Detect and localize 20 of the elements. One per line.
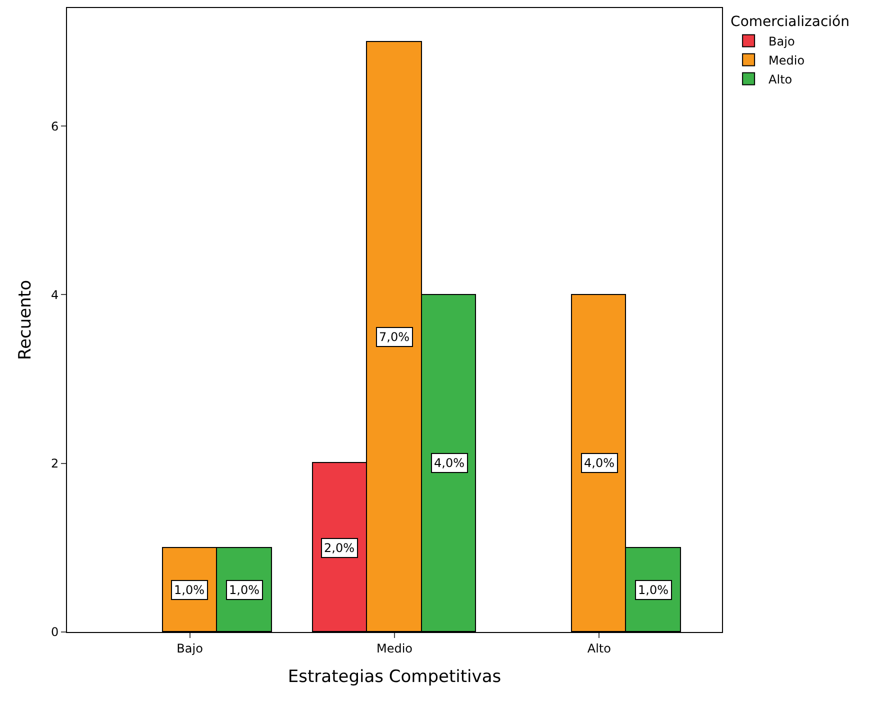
y-tick-label: 0 <box>50 625 59 640</box>
legend-label: Bajo <box>768 34 795 48</box>
y-tick-label: 6 <box>50 119 59 134</box>
x-tick-label: Bajo <box>176 641 203 656</box>
y-tick-label: 4 <box>50 288 59 302</box>
legend-label: Alto <box>768 72 792 86</box>
data-label: 4,0% <box>584 456 614 470</box>
x-tick-label: Alto <box>587 641 611 656</box>
x-axis-title: Estrategias Competitivas <box>288 666 502 687</box>
data-label: 1,0% <box>638 583 668 597</box>
data-label: 7,0% <box>379 330 410 344</box>
data-label: 4,0% <box>434 456 464 470</box>
y-tick-label: 2 <box>50 456 59 471</box>
legend-title: Comercialización <box>730 14 850 30</box>
data-label: 1,0% <box>174 583 204 597</box>
legend-label: Medio <box>768 53 805 68</box>
data-label: 2,0% <box>324 541 354 555</box>
data-label: 1,0% <box>229 583 260 597</box>
x-tick-label: Medio <box>376 641 413 656</box>
y-axis-title: Recuento <box>16 280 36 360</box>
